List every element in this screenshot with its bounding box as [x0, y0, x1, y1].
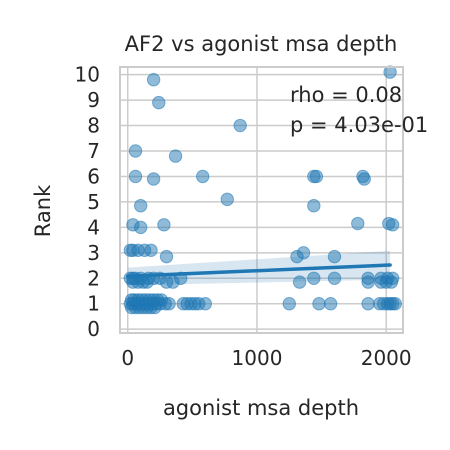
x-tick-label: 0: [121, 346, 134, 370]
data-point: [168, 149, 183, 163]
data-point: [388, 297, 402, 311]
data-point: [144, 243, 158, 257]
y-tick-label: 7: [87, 139, 100, 163]
data-point: [351, 216, 365, 231]
data-point: [282, 297, 296, 311]
data-point: [196, 169, 210, 184]
y-tick-label: 4: [87, 215, 100, 239]
x-tick-label: 2000: [361, 346, 412, 370]
y-tick-label: 10: [75, 63, 100, 87]
y-tick-label: 3: [87, 241, 100, 265]
data-point: [307, 271, 321, 285]
data-point: [385, 218, 400, 232]
plot-frame: [119, 66, 404, 334]
y-tick-label: 1: [87, 292, 100, 316]
y-axis-label: Rank: [31, 184, 55, 237]
p-value-annotation: p = 4.03e-01: [290, 113, 428, 137]
data-point: [312, 297, 326, 311]
data-point: [133, 199, 148, 213]
data-point: [383, 65, 397, 79]
data-point: [361, 297, 375, 311]
y-tick-label: 2: [87, 266, 100, 290]
chart-title: AF2 vs agonist msa depth: [125, 32, 398, 56]
data-point: [157, 218, 171, 232]
y-tick-label: 8: [87, 114, 100, 138]
y-tick-label: 9: [87, 88, 100, 112]
data-point: [162, 297, 176, 311]
x-tick-label: 1000: [232, 346, 283, 370]
data-point: [292, 275, 307, 289]
y-tick-label: 6: [87, 164, 100, 188]
data-point: [327, 271, 342, 285]
regression-line: [126, 263, 392, 278]
data-point: [146, 172, 161, 186]
data-point: [152, 95, 166, 110]
data-point: [198, 297, 212, 311]
data-point: [323, 297, 338, 311]
y-tick-label: 5: [87, 190, 100, 214]
confidence-band: [127, 250, 391, 286]
data-point: [307, 199, 321, 213]
data-point: [128, 144, 143, 158]
y-tick-label: 0: [87, 317, 100, 341]
data-point: [385, 271, 400, 285]
data-point: [146, 73, 161, 87]
confidence-band-group: [127, 250, 391, 286]
x-tick-labels: 0 1000 2000: [121, 346, 411, 370]
data-point: [296, 246, 311, 260]
data-point: [233, 118, 247, 133]
data-point: [309, 169, 324, 184]
rho-annotation: rho = 0.08: [290, 83, 402, 107]
data-point: [220, 192, 234, 207]
data-point: [361, 271, 375, 285]
regression-line-group: [126, 263, 392, 278]
data-point: [128, 169, 143, 184]
data-point: [327, 249, 342, 264]
data-point: [357, 172, 371, 186]
data-point: [133, 220, 148, 235]
data-point: [159, 249, 174, 264]
x-axis-label: agonist msa depth: [163, 396, 359, 420]
